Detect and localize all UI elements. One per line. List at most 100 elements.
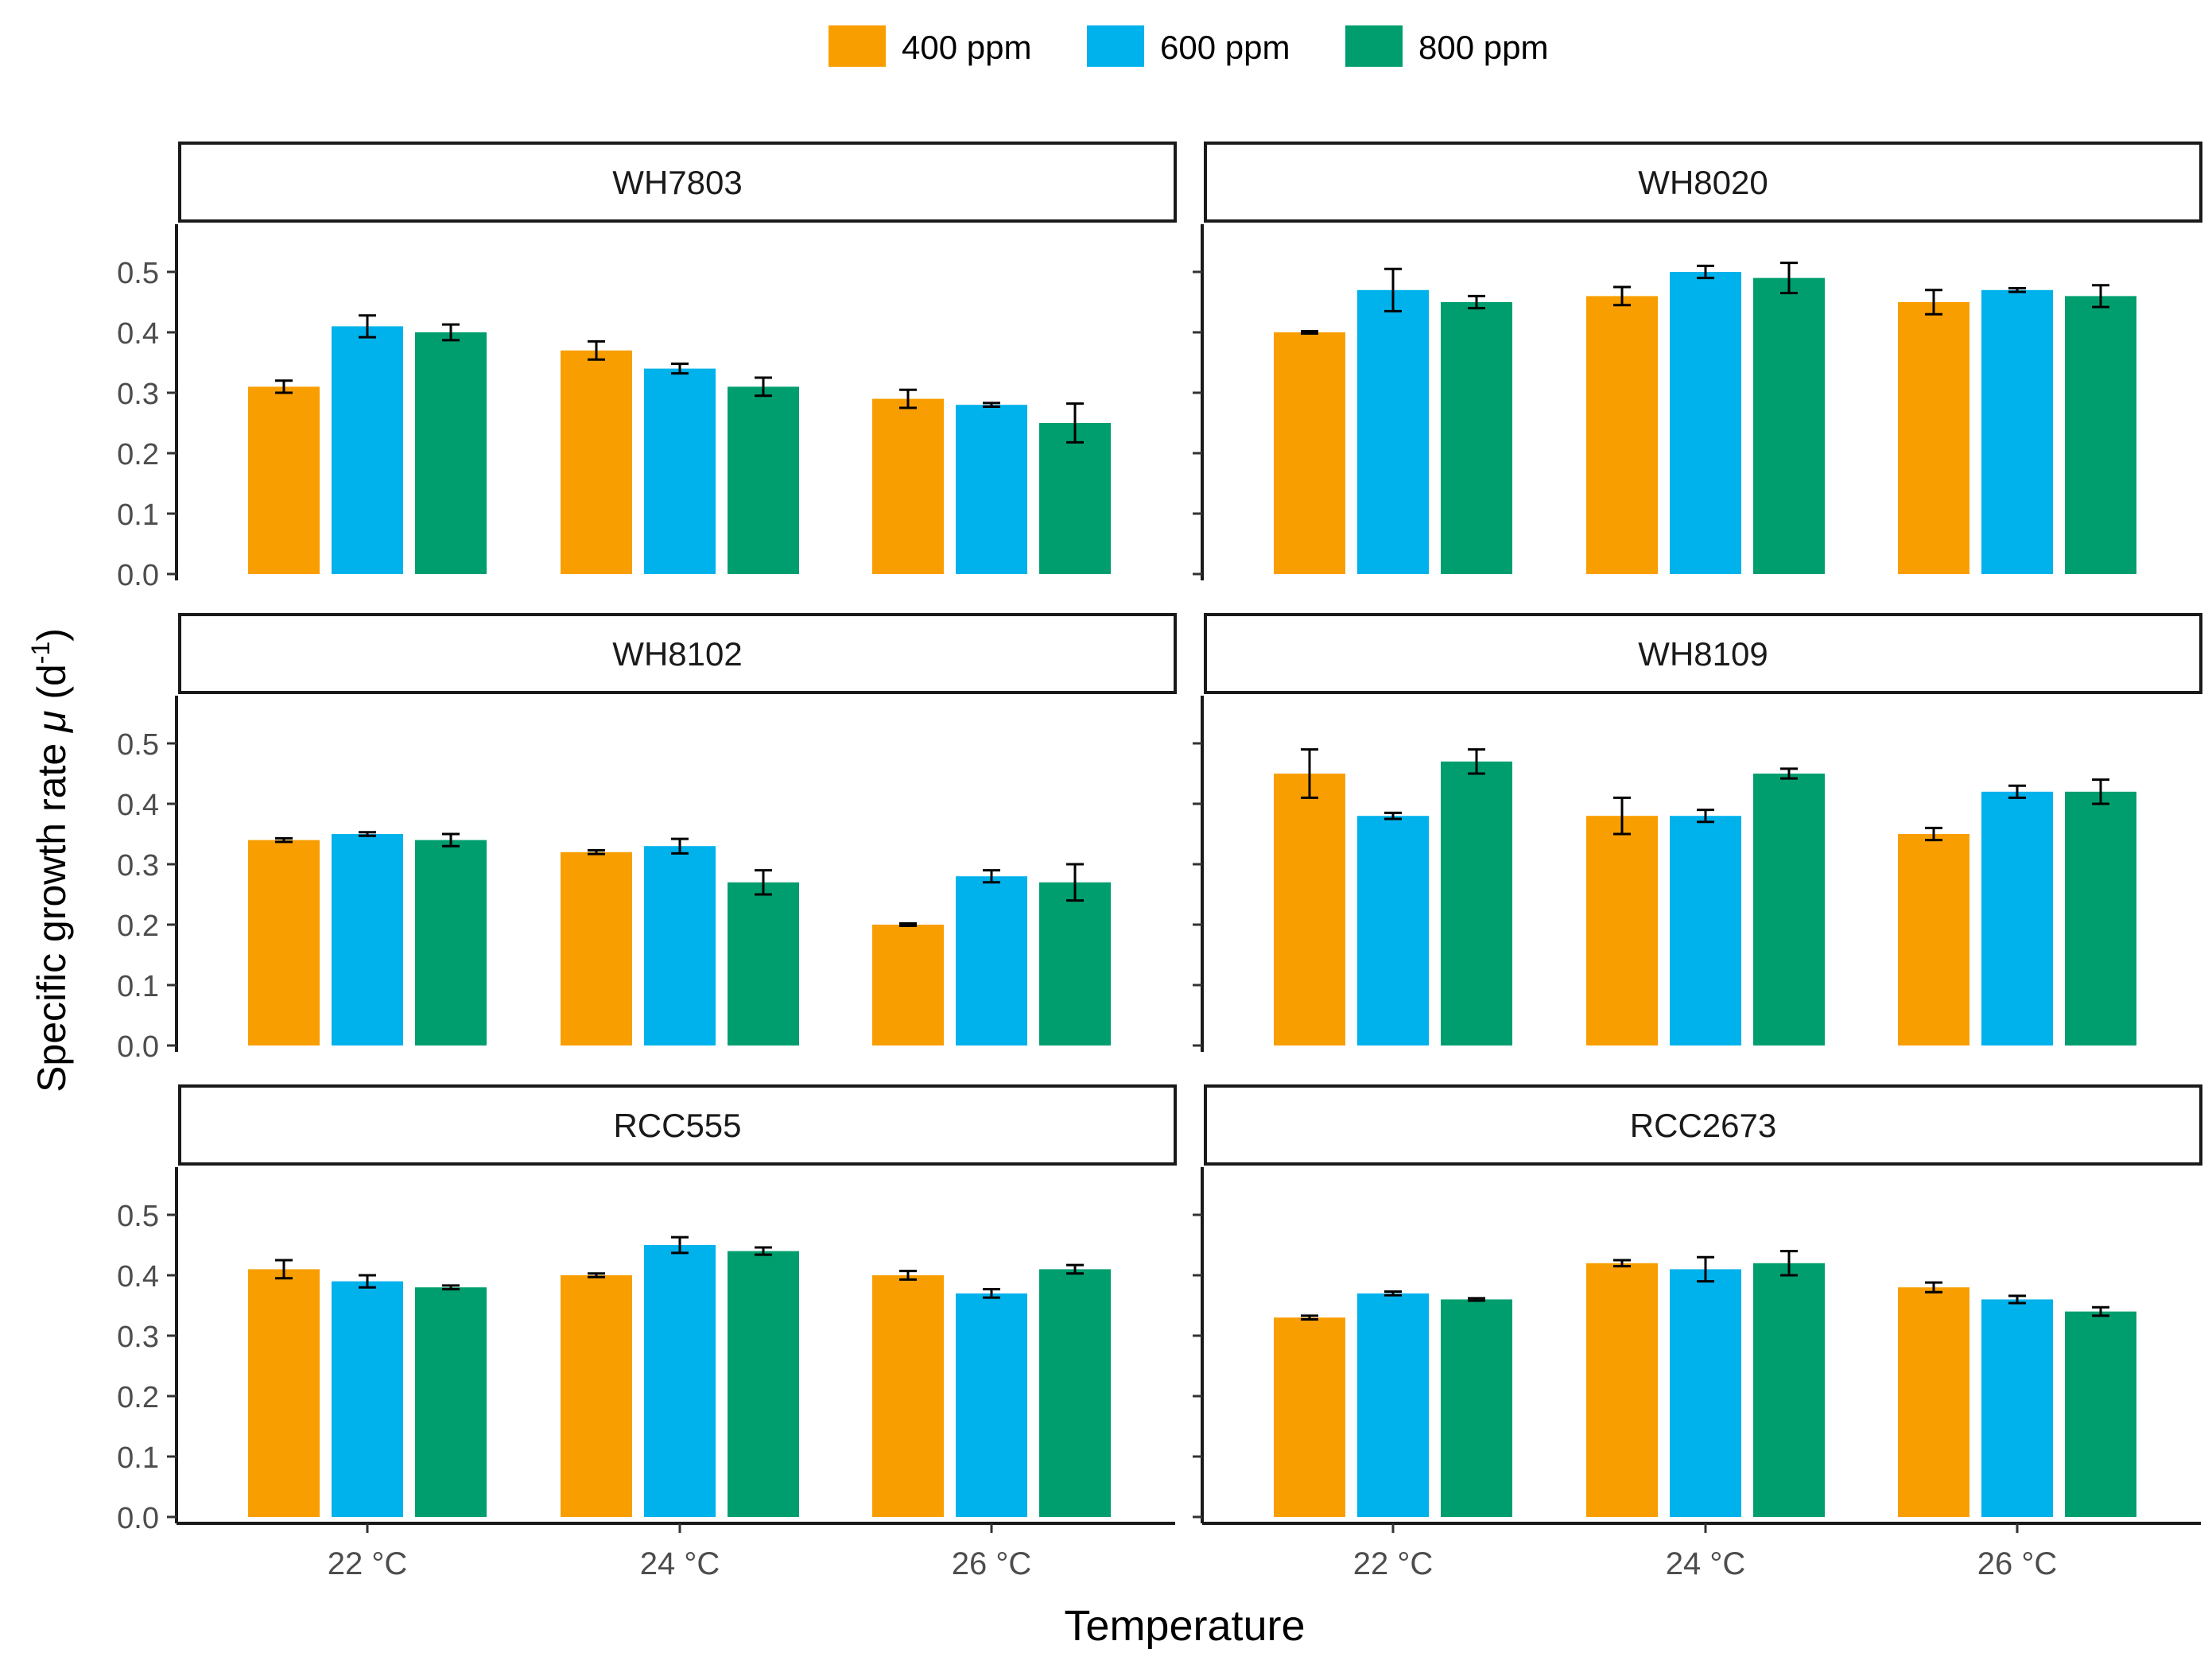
bar-wh8020-24-c-800-ppm (1753, 277, 1825, 574)
legend-label-800-ppm: 800 ppm (1418, 29, 1548, 66)
error-bar-rcc555-24-c-800-ppm (755, 1246, 772, 1256)
strip-wh7803 (178, 142, 1177, 223)
error-bar-wh8109-24-c-400-ppm (1613, 796, 1631, 836)
error-bar-wh8109-26-c-800-ppm (2092, 778, 2109, 805)
bar-rcc555-26-c-800-ppm (1039, 1269, 1111, 1517)
bar-wh8109-24-c-800-ppm (1753, 774, 1825, 1045)
error-bar-wh8102-24-c-400-ppm (588, 849, 605, 855)
bar-rcc555-22-c-800-ppm (415, 1287, 487, 1517)
bar-rcc2673-22-c-800-ppm (1441, 1299, 1512, 1517)
bar-wh8020-22-c-400-ppm (1274, 332, 1345, 574)
y-tick-label: 0.5 (117, 728, 159, 762)
bar-rcc2673-22-c-600-ppm (1357, 1293, 1429, 1517)
bar-wh7803-22-c-800-ppm (415, 332, 487, 574)
bar-wh8020-24-c-600-ppm (1670, 272, 1741, 574)
y-tick-label: 0.5 (117, 257, 159, 290)
bar-wh8102-24-c-600-ppm (644, 846, 716, 1045)
error-bar-wh8109-22-c-600-ppm (1384, 811, 1402, 820)
error-bar-rcc555-26-c-600-ppm (983, 1287, 1000, 1299)
x-axis-title: Temperature (1064, 1602, 1305, 1650)
error-bar-rcc555-22-c-800-ppm (442, 1284, 460, 1290)
bar-rcc2673-22-c-400-ppm (1274, 1317, 1345, 1517)
y-axis-title-unit-close: ) (29, 628, 74, 642)
bar-wh8109-24-c-400-ppm (1586, 816, 1658, 1045)
bar-wh8102-22-c-800-ppm (415, 840, 487, 1045)
error-bar-wh7803-22-c-400-ppm (275, 379, 293, 394)
bar-wh8020-26-c-400-ppm (1898, 302, 1969, 574)
y-tick-label: 0.0 (117, 1030, 159, 1064)
error-bar-wh8109-26-c-400-ppm (1925, 826, 1942, 842)
strip-label-wh8020: WH8020 (1638, 164, 1768, 201)
error-bar-wh8102-24-c-600-ppm (671, 837, 689, 855)
y-tick-label: 0.1 (117, 970, 159, 1003)
error-bar-wh7803-26-c-800-ppm (1066, 402, 1084, 444)
bar-wh8109-22-c-600-ppm (1357, 816, 1429, 1045)
strip-label-wh7803: WH7803 (612, 164, 742, 201)
error-bar-rcc2673-22-c-800-ppm (1468, 1297, 1485, 1302)
x-tick-label: 24 °C (1666, 1546, 1746, 1581)
legend-label-400-ppm: 400 ppm (902, 29, 1031, 66)
bar-wh7803-26-c-400-ppm (872, 398, 944, 574)
error-bar-wh7803-22-c-800-ppm (442, 323, 460, 342)
error-bar-wh8102-22-c-600-ppm (359, 831, 376, 837)
strip-label-wh8109: WH8109 (1638, 635, 1768, 673)
error-bar-wh8020-26-c-600-ppm (2008, 287, 2026, 293)
error-bar-wh8109-24-c-800-ppm (1780, 767, 1798, 780)
x-tick-label: 22 °C (1353, 1546, 1434, 1581)
bar-wh8109-26-c-800-ppm (2065, 791, 2136, 1045)
y-tick-label: 0.0 (117, 559, 159, 592)
legend-swatch-600-ppm (1087, 25, 1144, 67)
y-axis-title-symbol: μ (29, 711, 74, 734)
error-bar-rcc2673-26-c-600-ppm (2008, 1294, 2026, 1305)
error-bar-wh8102-22-c-400-ppm (275, 836, 293, 844)
x-tick-label: 26 °C (1977, 1546, 2058, 1581)
error-bar-wh8109-22-c-400-ppm (1301, 748, 1318, 799)
y-tick-label: 0.4 (117, 317, 159, 351)
error-bar-wh8102-22-c-800-ppm (442, 832, 460, 848)
error-bar-rcc555-22-c-400-ppm (275, 1259, 293, 1280)
y-axis-title: Specific growth rate μ (d-1) (26, 628, 74, 1092)
error-bar-wh8020-22-c-600-ppm (1384, 267, 1402, 312)
panel-wh7803: WH7803 0.0 0.1 0.2 0.3 0.4 0.5 (117, 142, 1177, 592)
error-bar-wh8102-26-c-600-ppm (983, 869, 1000, 884)
error-bar-rcc2673-26-c-400-ppm (1925, 1281, 1942, 1294)
bar-wh8109-22-c-800-ppm (1441, 761, 1512, 1045)
bar-rcc555-24-c-800-ppm (728, 1251, 799, 1517)
x-tick-label: 22 °C (328, 1546, 408, 1581)
error-bar-wh8020-26-c-400-ppm (1925, 289, 1942, 316)
y-tick-label: 0.2 (117, 910, 159, 943)
y-tick-label: 0.3 (117, 849, 159, 883)
error-bar-wh8109-26-c-600-ppm (2008, 784, 2026, 799)
panel-rcc555: RCC555 0.0 0.1 0.2 0.3 0.4 0.5 22 °C 24 °C 26 °C (117, 1084, 1177, 1581)
panel-rcc2673: RCC2673 22 °C 24 °C 26 °C (1193, 1084, 2202, 1581)
bar-rcc2673-26-c-600-ppm (1981, 1299, 2053, 1517)
bar-rcc555-24-c-600-ppm (644, 1245, 716, 1517)
y-axis-title-unit-exponent: -1 (26, 642, 55, 664)
error-bar-wh8020-22-c-800-ppm (1468, 294, 1485, 310)
legend-swatch-800-ppm (1345, 25, 1403, 67)
bar-rcc555-24-c-400-ppm (561, 1275, 632, 1517)
y-tick-label: 0.4 (117, 789, 159, 822)
error-bar-wh7803-24-c-600-ppm (671, 363, 689, 375)
error-bar-wh8109-24-c-600-ppm (1697, 809, 1714, 824)
bar-wh8020-22-c-800-ppm (1441, 302, 1512, 574)
y-tick-label: 0.3 (117, 1321, 159, 1354)
bar-wh8102-26-c-600-ppm (956, 876, 1027, 1045)
bar-wh8020-26-c-600-ppm (1981, 289, 2053, 574)
bar-wh7803-24-c-600-ppm (644, 368, 716, 574)
error-bar-wh7803-22-c-600-ppm (359, 314, 376, 339)
error-bar-rcc555-24-c-400-ppm (588, 1272, 605, 1278)
bar-rcc555-22-c-400-ppm (248, 1269, 320, 1517)
error-bar-wh8020-24-c-600-ppm (1697, 264, 1714, 280)
legend-item-600-ppm: 600 ppm (1087, 25, 1290, 67)
error-bar-wh8102-24-c-800-ppm (755, 869, 772, 896)
y-tick-label: 0.2 (117, 438, 159, 471)
y-tick-label: 0.1 (117, 498, 159, 532)
bar-wh8102-24-c-400-ppm (561, 852, 632, 1045)
bar-rcc555-22-c-600-ppm (332, 1281, 403, 1517)
bar-rcc2673-24-c-400-ppm (1586, 1263, 1658, 1517)
bar-wh8102-26-c-800-ppm (1039, 882, 1111, 1045)
error-bar-rcc555-26-c-400-ppm (899, 1270, 917, 1281)
bar-wh8020-24-c-400-ppm (1586, 296, 1658, 574)
strip-rcc555 (178, 1084, 1177, 1166)
